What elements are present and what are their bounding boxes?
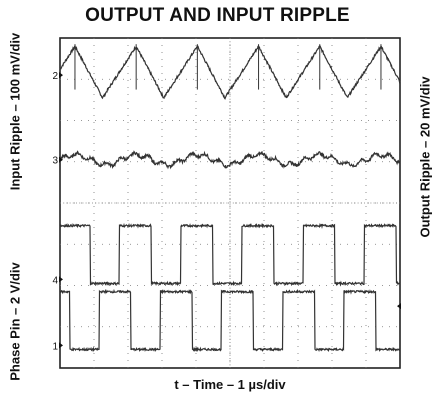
channel-marker-arrow [59,276,63,283]
channel-marker-2: 2 [52,71,58,82]
channel-marker-1: 1 [52,341,58,352]
channel-marker-3: 3 [52,156,58,167]
channel-marker-4: 4 [52,275,58,286]
trace-channel-4 [59,222,401,287]
trace-channel-3 [59,150,401,170]
channel-marker-arrow [59,342,63,349]
x-axis-label: t – Time – 1 µs/div [174,377,286,392]
chart-title: OUTPUT AND INPUT RIPPLE [85,5,350,26]
trace-channel-1 [59,288,401,353]
channel-marker-arrow [59,72,63,79]
trace-channel-2 [59,44,401,100]
channel-marker-arrow [59,156,63,163]
trigger-marker [397,303,401,310]
